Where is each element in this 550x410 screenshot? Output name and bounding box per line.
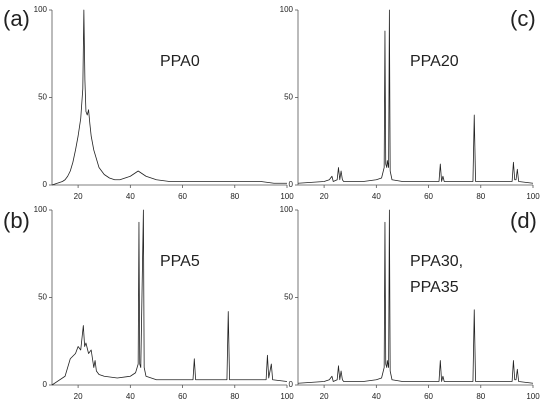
sample-label: PPA30, <box>410 253 463 270</box>
x-tick-label: 20 <box>74 192 83 201</box>
y-tick-label: 50 <box>284 93 293 102</box>
x-tick-label: 100 <box>280 392 294 401</box>
x-tick-label: 60 <box>178 192 187 201</box>
y-tick-label: 0 <box>43 180 48 189</box>
sample-label: PPA35 <box>410 279 459 296</box>
sample-label: PPA0 <box>160 53 200 70</box>
panel: 0 50 100 20 40 60 80 100 (a) PPA0 <box>3 5 294 201</box>
y-tick-label: 0 <box>43 380 48 389</box>
x-tick-label: 20 <box>320 392 329 401</box>
panel-label: (c) <box>510 6 536 31</box>
y-tick-label: 50 <box>284 293 293 302</box>
y-tick-label: 0 <box>289 180 294 189</box>
x-tick-label: 80 <box>476 392 485 401</box>
x-tick-label: 20 <box>320 192 329 201</box>
diffraction-line <box>51 9 287 186</box>
diffraction-line <box>297 9 534 184</box>
x-tick-label: 80 <box>476 192 485 201</box>
y-tick-label: 0 <box>289 380 294 389</box>
x-tick-label: 40 <box>126 192 135 201</box>
y-tick-label: 100 <box>34 5 48 14</box>
y-tick-label: 100 <box>280 5 294 14</box>
diffraction-line <box>297 209 534 384</box>
x-tick-label: 60 <box>178 392 187 401</box>
x-tick-label: 40 <box>126 392 135 401</box>
x-tick-label: 100 <box>526 392 540 401</box>
y-tick-label: 50 <box>38 93 47 102</box>
x-tick-label: 100 <box>526 192 540 201</box>
x-tick-label: 60 <box>424 392 433 401</box>
panel-label: (b) <box>3 208 30 233</box>
panel: 0 50 100 20 40 60 80 100 (d) PPA30, PPA35 <box>280 205 541 401</box>
x-tick-label: 80 <box>230 192 239 201</box>
panel: 0 50 100 20 40 60 80 100 (b) PPA5 <box>3 205 294 401</box>
x-tick-label: 20 <box>74 392 83 401</box>
x-tick-label: 40 <box>372 392 381 401</box>
x-tick-label: 40 <box>372 192 381 201</box>
y-tick-label: 100 <box>280 205 294 214</box>
sample-label: PPA5 <box>160 253 200 270</box>
panel: 0 50 100 20 40 60 80 100 (c) PPA20 <box>280 5 541 201</box>
diffraction-line <box>51 209 288 386</box>
sample-label: PPA20 <box>410 53 459 70</box>
x-tick-label: 80 <box>230 392 239 401</box>
x-tick-label: 60 <box>424 192 433 201</box>
y-tick-label: 50 <box>38 293 47 302</box>
x-tick-label: 100 <box>280 192 294 201</box>
panel-label: (a) <box>3 6 30 31</box>
y-tick-label: 100 <box>34 205 48 214</box>
panel-label: (d) <box>510 208 537 233</box>
